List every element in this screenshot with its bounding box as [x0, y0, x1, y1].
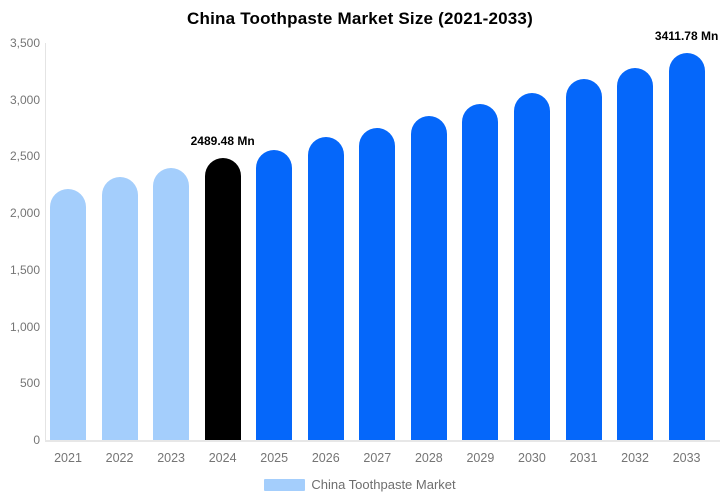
x-tick-label-2021: 2021	[54, 451, 82, 465]
y-tick-label: 1,500	[9, 262, 40, 277]
x-tick-label-2024: 2024	[208, 451, 237, 465]
x-tick-label-2029: 2029	[466, 451, 495, 465]
chart-title: China Toothpaste Market Size (2021-2033)	[187, 9, 533, 28]
x-tick-label-2026: 2026	[311, 451, 340, 465]
x-tick-label-2025: 2025	[260, 451, 289, 465]
y-tick-label: 3,500	[9, 36, 40, 50]
bar-2024[interactable]	[204, 157, 241, 440]
bar-2031[interactable]	[565, 79, 602, 440]
bar-2030[interactable]	[513, 92, 550, 440]
x-tick-label-2022: 2022	[105, 451, 134, 465]
bar-2032[interactable]	[617, 67, 654, 440]
bar-2028[interactable]	[410, 115, 447, 440]
bar-2022[interactable]	[101, 177, 138, 440]
data-label-2024: 2489.48 Mn	[190, 133, 255, 148]
x-axis-line	[45, 440, 720, 442]
x-tick-label-2030: 2030	[518, 451, 546, 465]
x-tick-label-2033: 2033	[672, 451, 701, 465]
x-tick-label-2023: 2023	[157, 451, 185, 465]
bar-2025[interactable]	[256, 150, 293, 440]
legend-swatch	[264, 478, 306, 491]
y-tick-label: 500	[19, 376, 40, 391]
bar-2027[interactable]	[359, 128, 396, 440]
legend-label: China Toothpaste Market	[311, 477, 456, 492]
y-tick-label: 1,000	[9, 319, 40, 334]
data-label-2033: 3411.78 Mn	[654, 29, 719, 43]
bar-2033[interactable]	[668, 53, 705, 440]
bar-2026[interactable]	[307, 136, 344, 440]
bar-2021[interactable]	[50, 189, 86, 440]
x-tick-label-2028: 2028	[414, 451, 443, 465]
legend-item[interactable]: China Toothpaste Market	[0, 477, 720, 492]
bar-2029[interactable]	[462, 104, 499, 440]
y-tick-label: 2,500	[9, 149, 40, 164]
y-tick-label: 2,000	[9, 206, 40, 221]
x-tick-label-2032: 2032	[621, 451, 649, 465]
x-tick-label-2027: 2027	[363, 451, 392, 465]
y-tick-label: 0	[33, 433, 40, 447]
bar-2023[interactable]	[153, 168, 190, 440]
y-axis-line	[45, 43, 46, 442]
x-tick-label-2031: 2031	[569, 451, 598, 465]
y-tick-label: 3,000	[9, 92, 40, 107]
